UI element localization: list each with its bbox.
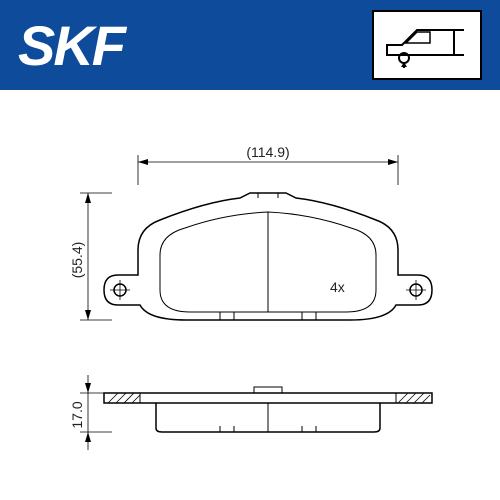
width-value: (114.9)	[246, 144, 289, 160]
brake-pad-front-view	[104, 193, 432, 320]
brake-pad-side-view	[104, 387, 432, 432]
technical-drawing: (114.9) (55.4)	[0, 90, 500, 500]
height-value: (55.4)	[69, 242, 85, 279]
brand-logo: SKF	[18, 13, 124, 78]
quantity-label: 4x	[330, 279, 345, 295]
width-dimension: (114.9)	[138, 144, 398, 185]
thickness-value: 17.0	[69, 401, 85, 428]
thickness-dimension: 17.0	[69, 375, 112, 450]
height-dimension: (55.4)	[69, 193, 112, 320]
header: SKF	[0, 0, 500, 90]
car-location-icon	[372, 10, 482, 80]
